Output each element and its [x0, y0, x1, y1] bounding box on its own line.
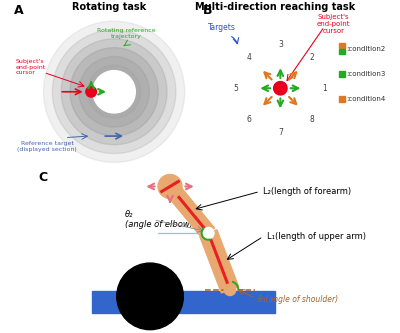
Circle shape	[226, 79, 246, 98]
Circle shape	[86, 87, 96, 97]
Circle shape	[274, 82, 287, 95]
Text: 3: 3	[278, 40, 283, 49]
Text: 2: 2	[309, 53, 314, 62]
Text: 6: 6	[247, 115, 252, 124]
Circle shape	[70, 48, 158, 136]
Text: Rotating reference
trajectory: Rotating reference trajectory	[97, 28, 156, 39]
Text: :condition2: :condition2	[346, 46, 386, 52]
Text: :condition4: :condition4	[346, 96, 386, 102]
Circle shape	[203, 228, 214, 238]
Text: 1: 1	[322, 84, 327, 93]
Text: L₁(length of upper arm): L₁(length of upper arm)	[267, 232, 366, 241]
Circle shape	[302, 110, 321, 129]
Circle shape	[52, 30, 176, 154]
Circle shape	[93, 71, 135, 113]
Bar	[338, 96, 345, 102]
Text: θ₂
(angle of elbow): θ₂ (angle of elbow)	[125, 210, 193, 229]
Text: Reference target
(displayed section): Reference target (displayed section)	[17, 141, 77, 152]
Circle shape	[44, 21, 185, 163]
Circle shape	[79, 57, 150, 127]
Bar	[338, 49, 345, 54]
Bar	[92, 291, 275, 313]
Circle shape	[271, 34, 290, 54]
Circle shape	[240, 47, 259, 67]
Text: θ₁(angle of shoulder): θ₁(angle of shoulder)	[258, 295, 338, 304]
Circle shape	[315, 79, 334, 98]
Text: Multi-direction reaching task: Multi-direction reaching task	[195, 2, 355, 12]
Polygon shape	[200, 230, 238, 293]
Text: B: B	[203, 4, 212, 17]
Bar	[338, 71, 345, 77]
Circle shape	[240, 110, 259, 129]
Text: C: C	[38, 171, 48, 184]
Circle shape	[271, 123, 290, 142]
Circle shape	[61, 39, 167, 145]
Text: Rotating task: Rotating task	[72, 2, 146, 12]
Circle shape	[117, 263, 183, 330]
Text: :condition3: :condition3	[346, 71, 386, 77]
Text: 7: 7	[278, 128, 283, 137]
Bar	[338, 43, 345, 48]
Circle shape	[302, 47, 321, 67]
Circle shape	[88, 65, 140, 118]
Text: 8: 8	[309, 115, 314, 124]
Circle shape	[224, 284, 236, 296]
Text: Subject's
end-point
cursor: Subject's end-point cursor	[15, 59, 46, 75]
Text: Targets: Targets	[208, 23, 236, 32]
Polygon shape	[164, 181, 214, 238]
Circle shape	[158, 174, 182, 198]
Text: Subject's
end-point
cursor: Subject's end-point cursor	[316, 14, 350, 34]
Text: 4: 4	[247, 53, 252, 62]
Text: L₂(length of forearm): L₂(length of forearm)	[263, 187, 351, 196]
Text: A: A	[14, 4, 23, 17]
Text: 5: 5	[234, 84, 239, 93]
